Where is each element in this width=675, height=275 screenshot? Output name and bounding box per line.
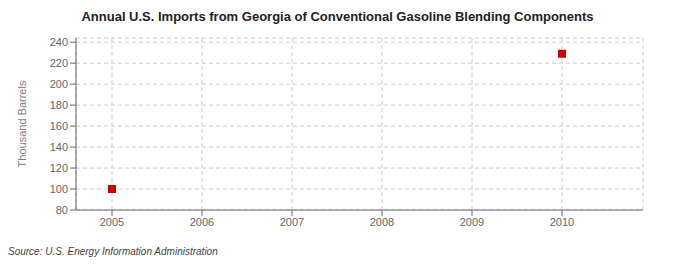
svg-text:2006: 2006 (190, 216, 214, 228)
svg-text:240: 240 (50, 36, 68, 48)
svg-text:2008: 2008 (370, 216, 394, 228)
svg-text:180: 180 (50, 99, 68, 111)
svg-text:200: 200 (50, 78, 68, 90)
svg-text:2005: 2005 (100, 216, 124, 228)
svg-text:Thousand Barrels: Thousand Barrels (16, 80, 28, 167)
svg-text:80: 80 (56, 204, 68, 216)
html-text:Annual U.S. Imports from Georg: Annual U.S. Imports from Georgia of Conv… (81, 9, 594, 24)
svg-text:220: 220 (50, 57, 68, 69)
svg-text:120: 120 (50, 162, 68, 174)
html-text:Source: U.S. Energy Informatio: Source: U.S. Energy Information Administ… (8, 246, 218, 257)
svg-text:2007: 2007 (280, 216, 304, 228)
svg-text:160: 160 (50, 120, 68, 132)
svg-text:140: 140 (50, 141, 68, 153)
svg-text:2010: 2010 (550, 216, 574, 228)
svg-text:2009: 2009 (460, 216, 484, 228)
svg-text:100: 100 (50, 183, 68, 195)
